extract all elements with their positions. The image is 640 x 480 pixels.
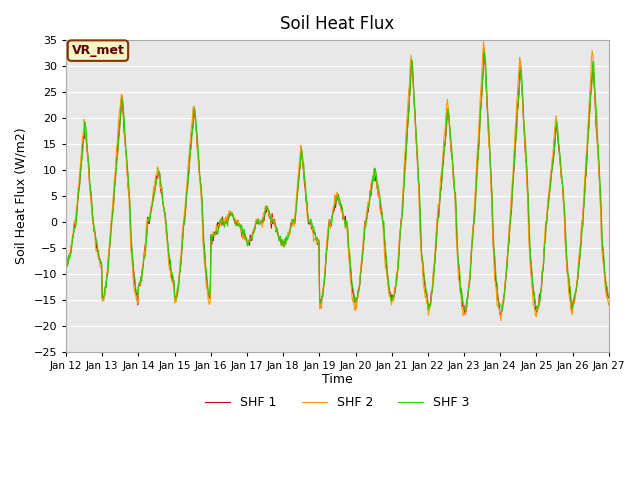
- SHF 2: [62, 264, 70, 269]
- SHF 1: [62, 260, 70, 265]
- SHF 3: [481, 48, 488, 54]
- SHF 2: [497, 318, 505, 324]
- SHF 1: [72, 219, 80, 225]
- SHF 1: [212, 228, 220, 234]
- SHF 2: [403, 112, 411, 118]
- SHF 1: [419, 270, 427, 276]
- SHF 3: [183, 191, 191, 197]
- Legend: SHF 1, SHF 2, SHF 3: SHF 1, SHF 2, SHF 3: [200, 391, 474, 414]
- Text: VR_met: VR_met: [72, 44, 124, 57]
- SHF 3: [62, 259, 70, 264]
- SHF 1: [183, 187, 191, 192]
- SHF 3: [499, 308, 506, 314]
- SHF 2: [212, 232, 220, 238]
- SHF 1: [403, 130, 411, 135]
- SHF 2: [479, 38, 487, 44]
- SHF 2: [183, 182, 191, 188]
- SHF 3: [419, 259, 427, 264]
- SHF 2: [72, 212, 80, 217]
- SHF 1: [497, 312, 505, 318]
- Y-axis label: Soil Heat Flux (W/m2): Soil Heat Flux (W/m2): [15, 128, 28, 264]
- SHF 3: [128, 241, 136, 247]
- SHF 1: [605, 295, 612, 300]
- SHF 1: [481, 45, 488, 51]
- SHF 2: [605, 302, 612, 308]
- SHF 3: [403, 129, 411, 135]
- Title: Soil Heat Flux: Soil Heat Flux: [280, 15, 394, 33]
- SHF 3: [72, 223, 80, 229]
- X-axis label: Time: Time: [322, 373, 353, 386]
- SHF 3: [212, 232, 220, 238]
- SHF 2: [419, 278, 427, 284]
- SHF 3: [605, 293, 612, 299]
- Line: SHF 3: SHF 3: [66, 51, 609, 311]
- SHF 1: [128, 249, 136, 254]
- Line: SHF 2: SHF 2: [66, 41, 609, 321]
- Line: SHF 1: SHF 1: [66, 48, 609, 315]
- SHF 2: [128, 254, 136, 260]
